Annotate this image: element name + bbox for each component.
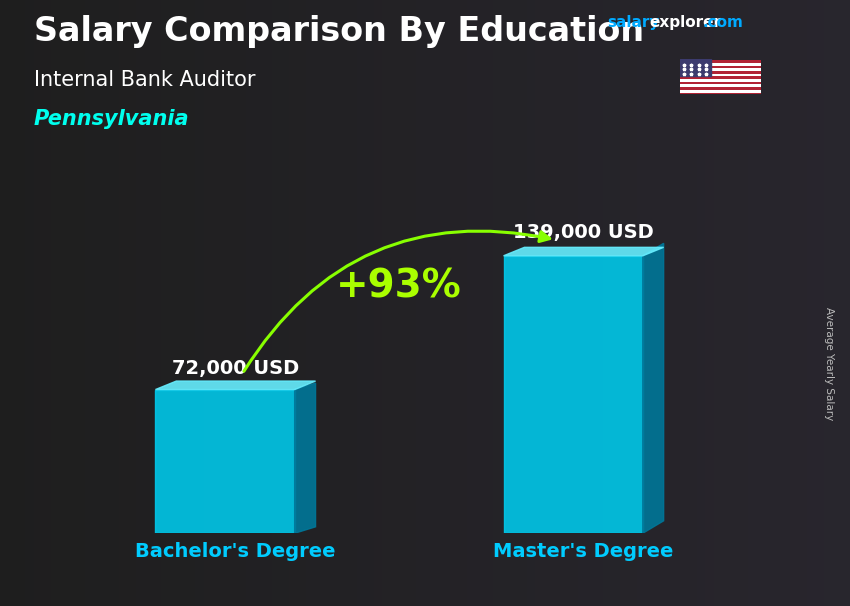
Text: Salary Comparison By Education: Salary Comparison By Education [34,15,644,48]
Text: salary: salary [608,15,660,30]
Text: Pennsylvania: Pennsylvania [34,109,190,129]
Bar [680,60,761,63]
Bar [680,74,761,76]
Text: 72,000 USD: 72,000 USD [172,359,299,378]
Bar [680,93,761,95]
Text: Average Yearly Salary: Average Yearly Salary [824,307,834,420]
Text: Internal Bank Auditor: Internal Bank Auditor [34,70,256,90]
Text: explorer: explorer [649,15,722,30]
Bar [680,82,761,84]
Bar [680,90,761,93]
Bar [680,76,761,79]
Polygon shape [680,59,711,76]
Bar [680,63,761,65]
Text: .com: .com [703,15,744,30]
Bar [680,79,761,82]
Bar [680,87,761,90]
Polygon shape [156,381,315,390]
Bar [680,65,761,68]
Text: +93%: +93% [337,268,462,306]
Bar [680,84,761,87]
Text: Master's Degree: Master's Degree [493,542,674,561]
Bar [503,256,643,533]
Text: Bachelor's Degree: Bachelor's Degree [135,542,336,561]
Text: 139,000 USD: 139,000 USD [513,223,654,242]
Bar [680,68,761,71]
Bar [680,71,761,74]
Bar [156,390,295,533]
Polygon shape [295,383,315,533]
Polygon shape [643,244,664,533]
Polygon shape [503,247,664,256]
